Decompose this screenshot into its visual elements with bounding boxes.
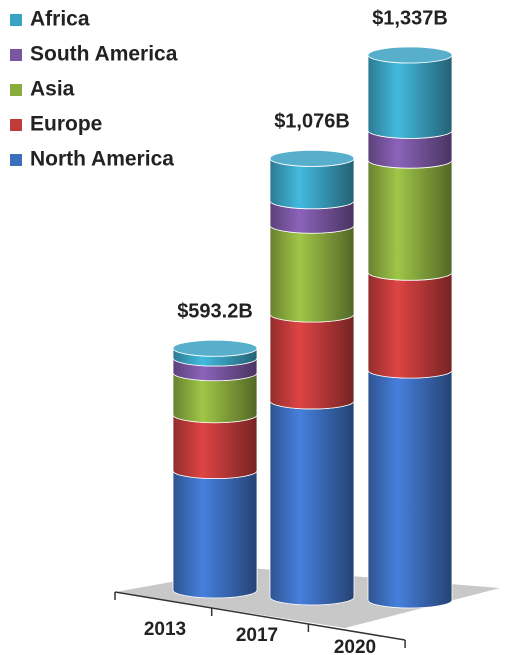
bar-segment xyxy=(367,272,453,379)
x-tick-label: 2020 xyxy=(334,637,376,655)
bar-segment xyxy=(269,314,355,410)
bar-top xyxy=(172,339,258,357)
bar-top xyxy=(367,46,453,64)
bar-top xyxy=(269,149,355,167)
total-label: $1,337B xyxy=(372,7,448,29)
legend-label: South America xyxy=(30,43,178,66)
legend-swatch xyxy=(10,154,22,166)
legend-swatch xyxy=(10,84,22,96)
x-axis xyxy=(114,591,406,641)
bar-segment xyxy=(367,369,453,609)
legend-swatch xyxy=(10,14,22,26)
bar-segment xyxy=(367,160,453,281)
legend-label: Africa xyxy=(30,8,90,31)
legend-label: North America xyxy=(30,148,174,171)
bar-segment xyxy=(269,400,355,606)
bar-segment xyxy=(172,414,258,479)
x-tick-label: 2017 xyxy=(236,625,278,646)
legend-swatch xyxy=(10,119,22,131)
x-tick-label: 2013 xyxy=(144,619,186,640)
total-label: $1,076B xyxy=(274,111,350,133)
bar-segment xyxy=(172,470,258,599)
bar-segment xyxy=(269,225,355,323)
total-label: $593.2B xyxy=(177,301,253,323)
legend-label: Asia xyxy=(30,78,75,101)
bar-segment xyxy=(367,54,453,139)
legend-label: Europe xyxy=(30,113,102,136)
legend-swatch xyxy=(10,49,22,61)
